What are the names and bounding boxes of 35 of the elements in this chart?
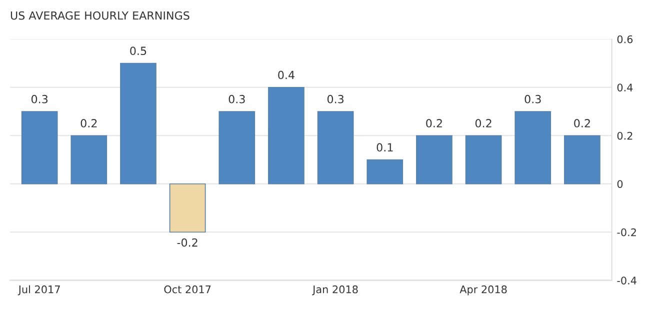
data-label: 0.2 <box>426 119 442 128</box>
data-label: 0.2 <box>475 119 492 128</box>
bar <box>564 135 600 184</box>
y-tick-label: 0.6 <box>617 35 633 44</box>
bar <box>514 111 552 184</box>
data-label: -0.2 <box>177 238 198 247</box>
bar <box>317 111 354 184</box>
x-tick-label: Oct 2017 <box>164 285 211 294</box>
chart-title: US AVERAGE HOURLY EARNINGS <box>10 11 190 20</box>
y-tick-label: 0.2 <box>617 132 632 140</box>
bar <box>21 111 58 184</box>
bar <box>465 135 502 184</box>
data-label: 0.2 <box>574 119 590 128</box>
data-label: 0.3 <box>228 94 245 104</box>
data-label: 0.3 <box>327 94 344 104</box>
bar <box>218 111 256 184</box>
y-tick-label: -0.4 <box>617 276 636 284</box>
data-label: 0.3 <box>524 94 541 104</box>
data-label: 0.4 <box>278 70 294 80</box>
bar <box>268 86 304 184</box>
data-label: 0.1 <box>376 143 393 152</box>
x-tick-label: Jan 2018 <box>312 285 358 296</box>
bar <box>169 183 206 233</box>
bar <box>70 135 108 184</box>
bar <box>366 159 404 184</box>
x-tick-label: Apr 2018 <box>460 285 507 296</box>
data-label: 0.5 <box>130 46 146 56</box>
bar <box>120 62 156 184</box>
x-tick-label: Jul 2017 <box>18 285 60 296</box>
data-label: 0.3 <box>31 94 48 104</box>
y-tick-label: 0.4 <box>617 84 633 92</box>
y-tick-label: -0.2 <box>617 228 636 236</box>
data-label: 0.2 <box>80 119 97 128</box>
bar <box>416 135 452 184</box>
y-tick-label: 0 <box>617 180 623 188</box>
